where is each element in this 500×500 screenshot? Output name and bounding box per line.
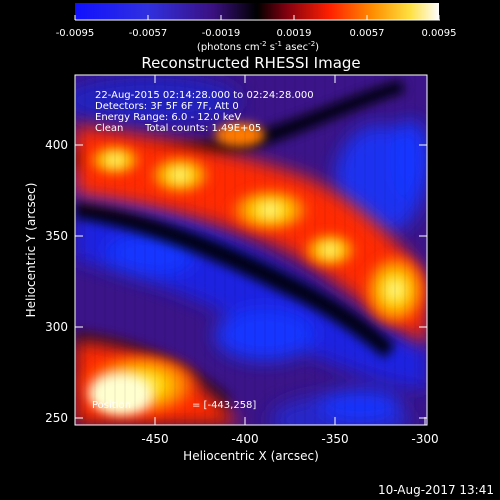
position-label: Position — [92, 400, 131, 411]
colorbar-tick-label: 0.0057 — [350, 28, 385, 39]
position-value: = [-443,258] — [192, 400, 256, 411]
rhessi-image — [75, 75, 427, 425]
energy-range-label: Energy Range: 6.0 - 12.0 keV — [95, 112, 241, 123]
algorithm-label: Clean — [95, 123, 123, 134]
y-tick-label: 250 — [45, 411, 68, 425]
footer-timestamp: 10-Aug-2017 13:41 — [378, 483, 494, 497]
y-tick-label: 350 — [45, 229, 68, 243]
y-tick-label: 300 — [45, 320, 68, 334]
x-axis-label: Heliocentric X (arcsec) — [183, 449, 319, 463]
x-tick-label: -450 — [141, 432, 168, 446]
y-axis-label: Heliocentric Y (arcsec) — [24, 183, 38, 318]
colorbar-units: (photons cm-2 s-1 asec-2) — [197, 40, 319, 53]
axis-ticks — [75, 75, 427, 425]
x-tick-label: -400 — [231, 432, 258, 446]
colorbar-tick-label: -0.0057 — [129, 28, 168, 39]
plot-title: Reconstructed RHESSI Image — [141, 54, 360, 72]
colorbar-tick-label: -0.0019 — [202, 28, 241, 39]
y-tick-label: 400 — [45, 138, 68, 152]
total-counts-label: Total counts: 1.49E+05 — [144, 123, 261, 134]
colorbar-tick-label: -0.0095 — [56, 28, 95, 39]
plot-frame — [74, 74, 428, 426]
colorbar-axis — [74, 15, 440, 21]
x-tick-label: -300 — [411, 432, 438, 446]
x-tick-label: -350 — [321, 432, 348, 446]
colorbar — [75, 3, 439, 20]
colorbar-tick-label: 0.0095 — [422, 28, 457, 39]
detectors-label: Detectors: 3F 5F 6F 7F, Att 0 — [95, 101, 239, 112]
time-range-label: 22-Aug-2015 02:14:28.000 to 02:24:28.000 — [95, 90, 314, 101]
colorbar-tick-label: 0.0019 — [277, 28, 312, 39]
